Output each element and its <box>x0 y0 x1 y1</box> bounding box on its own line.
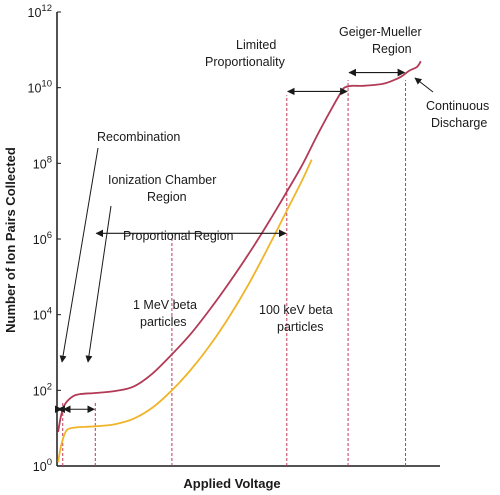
limited-label-line2: Proportionality <box>205 55 286 69</box>
recombination-pointer <box>59 147 99 363</box>
continuous-label-line2: Discharge <box>431 116 487 130</box>
ionization-pointer <box>85 205 112 363</box>
continuous-pointer <box>414 77 434 93</box>
y-tick-label: 106 <box>33 230 52 247</box>
y-axis-title: Number of Ion Pairs Collected <box>3 147 18 333</box>
ionization-label-line1: Ionization Chamber <box>108 173 216 187</box>
y-tick-label: 104 <box>33 306 52 323</box>
y-tick-label: 108 <box>33 154 52 171</box>
mev-series-label-line1: 1 MeV beta <box>133 298 197 312</box>
continuous-label-line1: Continuous <box>426 99 489 113</box>
y-tick-labels: 100 102 104 106 108 1010 1012 <box>28 3 61 474</box>
kev-series-label-line1: 100 keV beta <box>259 303 333 317</box>
y-tick-label: 1010 <box>28 79 52 96</box>
series-line-1mev <box>57 60 422 433</box>
region-boundaries <box>62 80 407 466</box>
geiger-label-line2: Region <box>372 42 412 56</box>
x-axis-title: Applied Voltage <box>183 476 280 491</box>
region-arrows <box>54 68 406 414</box>
geiger-label-line1: Geiger-Mueller <box>339 25 422 39</box>
mev-series-label-line2: particles <box>140 315 187 329</box>
y-tick-label: 1012 <box>28 3 52 20</box>
limited-label-line1: Limited <box>236 38 276 52</box>
y-tick-label: 100 <box>33 457 52 474</box>
series-line-100kev <box>57 159 313 463</box>
recombination-label: Recombination <box>97 130 180 144</box>
ionization-label-line2: Region <box>147 190 187 204</box>
y-tick-label: 102 <box>33 381 52 398</box>
kev-series-label-line2: particles <box>277 320 324 334</box>
proportional-label: Proportional Region <box>123 229 234 243</box>
